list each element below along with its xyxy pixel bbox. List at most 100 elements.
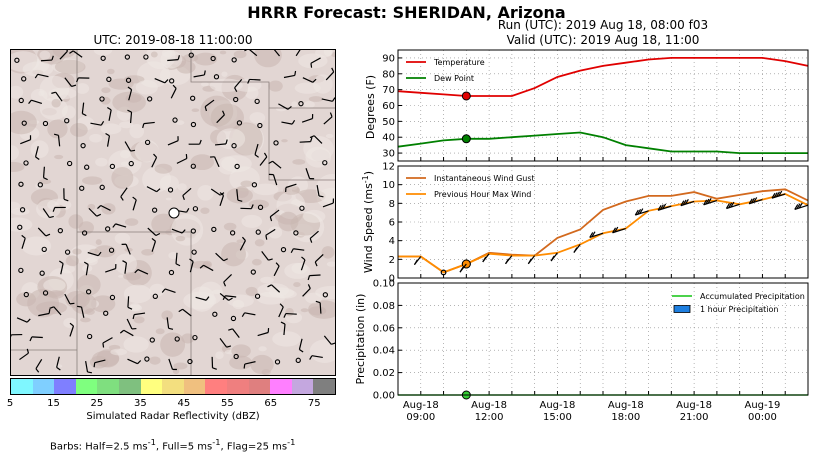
- terrain-patch: [149, 283, 165, 297]
- terrain-patch: [129, 123, 145, 139]
- barb-flag-half: [127, 109, 132, 113]
- run-line: Run (UTC): 2019 Aug 18, 08:00 f03: [497, 18, 709, 32]
- barb-staff: [124, 262, 128, 274]
- wind-barb: [105, 132, 111, 147]
- barb-flag-half: [35, 156, 40, 160]
- barb-staff: [285, 312, 297, 315]
- barb-flag-half: [657, 205, 662, 211]
- barb-staff: [239, 240, 246, 251]
- barb-flag-half: [331, 342, 335, 345]
- colorbar-segment: [270, 379, 292, 394]
- wind-barb: [161, 288, 176, 294]
- barb-flag-half: [614, 226, 619, 233]
- calm-wind-circle: [37, 182, 43, 188]
- wind-barb: [127, 86, 133, 101]
- calm-wind-circle: [66, 160, 73, 167]
- y-tick-label: 30: [382, 149, 395, 160]
- wind-barb: [285, 183, 297, 193]
- barb-flag-half: [127, 86, 132, 91]
- barb-staff: [56, 356, 60, 368]
- terrain-patch: [303, 100, 315, 109]
- terrain-patch: [39, 97, 68, 121]
- calm-wind-circle: [230, 315, 237, 322]
- barb-flag-half: [151, 237, 156, 242]
- barb-flag-half: [250, 204, 254, 209]
- barb-flag-half: [275, 262, 280, 267]
- terrain-patch: [100, 123, 122, 135]
- terrain-patch: [194, 52, 218, 66]
- barb-staff: [128, 89, 133, 101]
- wind-barb: [234, 78, 243, 92]
- radar-map[interactable]: [10, 49, 336, 376]
- barb-staff: [323, 116, 333, 125]
- wind-barb: [302, 284, 311, 297]
- barb-flag-half: [222, 295, 226, 301]
- barb-flag-half: [96, 213, 102, 217]
- calm-wind-circle: [21, 76, 27, 82]
- wind-barb: [40, 55, 54, 62]
- calm-wind-circle: [125, 77, 132, 83]
- wind-barb: [167, 136, 179, 146]
- barb-flag-half: [310, 137, 313, 142]
- colorbar-segment: [162, 379, 184, 394]
- barb-flag-half: [482, 256, 487, 263]
- barb-flag-half: [318, 195, 324, 198]
- wind-barb: [281, 119, 296, 125]
- wind-barb: [154, 78, 169, 84]
- barb-staff: [298, 338, 303, 350]
- barb-flag-half: [69, 50, 74, 54]
- terrain-patch: [200, 207, 210, 215]
- wind-barb: [280, 321, 286, 336]
- calm-wind-circle: [168, 269, 175, 276]
- wind-barb: [199, 264, 214, 272]
- barb-flag-half: [798, 202, 803, 209]
- x-tick-hour: 21:00: [680, 412, 709, 423]
- terrain-patch: [168, 251, 179, 260]
- wind-barb: [243, 361, 256, 369]
- calm-wind-circle: [231, 57, 237, 63]
- terrain-patch: [47, 119, 68, 139]
- barb-flag-half: [26, 348, 30, 354]
- wind-barb: [268, 173, 278, 186]
- calm-wind-circle: [167, 187, 174, 193]
- barb-staff: [589, 232, 604, 238]
- terrain-patch: [284, 262, 311, 279]
- barb-flag-half: [122, 260, 127, 264]
- barb-flag-half: [63, 198, 69, 202]
- terrain-patch: [68, 214, 84, 229]
- barb-flag-half: [269, 216, 273, 222]
- terrain-patch: [291, 101, 298, 108]
- terrain-patch: [267, 226, 283, 239]
- barb-staff: [147, 227, 157, 236]
- calm-wind-circle: [18, 97, 24, 104]
- terrain-patch: [240, 180, 253, 187]
- barb-staff: [300, 259, 306, 271]
- wind-barb: [301, 114, 314, 123]
- barb-flag-half: [189, 258, 194, 263]
- barb-flag-half: [794, 204, 799, 210]
- barb-flag-half: [223, 258, 228, 262]
- calm-wind-circle: [144, 139, 151, 145]
- wind-barb: [151, 237, 157, 252]
- barb-flag-half: [228, 297, 233, 301]
- wind-barb: [219, 192, 225, 207]
- calm-wind-circle: [274, 359, 281, 365]
- terrain-patch: [70, 123, 88, 137]
- wind-barb: [178, 308, 192, 317]
- barb-flag-half: [66, 50, 69, 52]
- wind-barb: [323, 112, 333, 125]
- terrain-patch: [249, 112, 266, 124]
- calm-wind-circle: [149, 337, 155, 343]
- wind-barb: [527, 255, 536, 265]
- terrain-patch: [325, 133, 334, 139]
- y-tick-label: 0.08: [373, 301, 395, 312]
- terrain-patch: [260, 276, 274, 284]
- calm-wind-circle: [299, 205, 305, 211]
- wind-barb: [76, 305, 85, 318]
- terrain-patch: [281, 139, 288, 143]
- wind-barb: [657, 203, 672, 211]
- barb-flag-half: [53, 133, 59, 136]
- barb-staff: [57, 135, 61, 147]
- terrain-patch: [254, 239, 265, 247]
